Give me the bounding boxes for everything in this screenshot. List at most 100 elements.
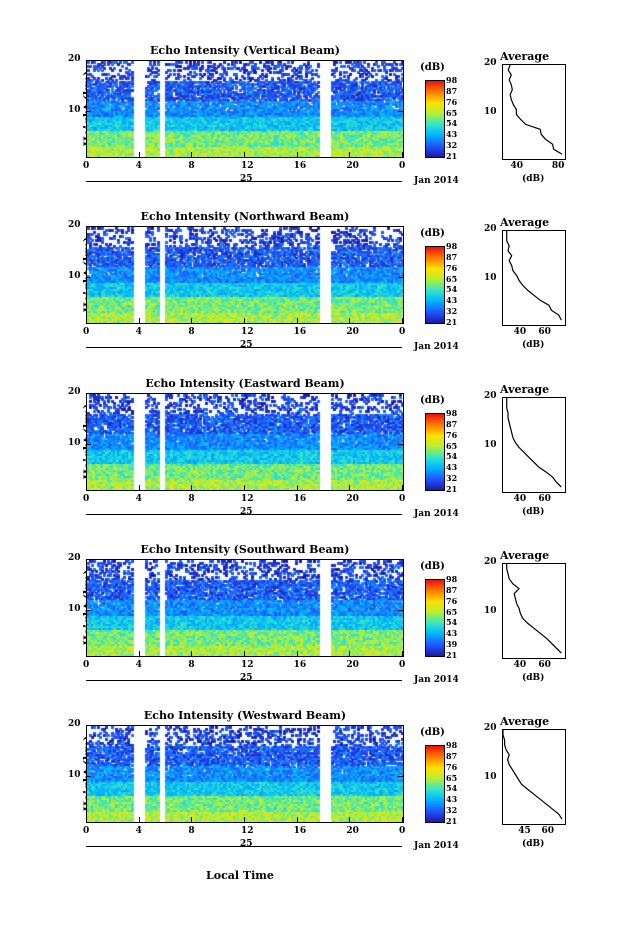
avg-x-tick-label: 60 <box>541 826 555 836</box>
y-tick-mark <box>86 725 91 726</box>
date-month-label: Jan 2014 <box>414 176 459 186</box>
x-tick-label: 8 <box>188 660 195 670</box>
x-tick-label: 0 <box>399 327 406 337</box>
date-month-label: Jan 2014 <box>414 342 459 352</box>
y-tick-mark <box>86 559 91 560</box>
x-tick-label: 20 <box>346 161 359 171</box>
avg-profile-line <box>506 564 562 654</box>
avg-profile-plot <box>502 729 566 825</box>
x-tick-label: 8 <box>188 161 195 171</box>
heatmap-image <box>87 61 403 157</box>
x-tick-mark <box>296 152 298 157</box>
avg-profile-line <box>502 730 563 820</box>
avg-x-axis-label: (dB) <box>522 174 545 184</box>
x-tick-label: 16 <box>293 826 307 836</box>
avg-title: Average <box>500 549 550 562</box>
x-tick-mark <box>244 485 245 490</box>
x-tick-mark <box>138 817 140 822</box>
x-tick-mark <box>138 318 140 323</box>
y-tick-mark <box>398 559 403 560</box>
x-tick-label: 12 <box>241 494 254 504</box>
x-tick-label: 12 <box>241 327 254 337</box>
x-tick-label: 4 <box>135 327 142 337</box>
heatmap-image <box>87 227 403 323</box>
date-bar <box>86 846 402 847</box>
x-tick-mark <box>191 651 193 656</box>
colorbar-tick-label: 21 <box>446 151 458 161</box>
x-tick-mark <box>86 485 87 490</box>
y-tick-mark <box>398 276 403 278</box>
y-tick-label: 10 <box>68 769 81 780</box>
x-tick-mark <box>86 152 87 157</box>
avg-profile-svg <box>506 398 562 488</box>
colorbar-tick-label: 87 <box>446 251 458 262</box>
avg-title: Average <box>500 383 550 396</box>
colorbar-unit: (dB) <box>420 561 445 572</box>
y-tick-label: 10 <box>68 104 81 115</box>
x-tick-label: 20 <box>346 327 359 337</box>
colorbar-tick-label: 98 <box>446 241 458 251</box>
colorbar-unit: (dB) <box>420 228 445 239</box>
date-month-label: Jan 2014 <box>414 675 459 685</box>
x-tick-mark <box>402 817 403 822</box>
x-tick-label: 8 <box>188 327 195 337</box>
x-tick-label: 12 <box>241 660 254 670</box>
avg-y-tick-label: 10 <box>484 772 497 783</box>
date-bar <box>86 181 402 182</box>
colorbar-tick-label: 32 <box>446 306 458 317</box>
colorbar-tick-label: 32 <box>446 473 458 484</box>
colorbar-tick-label: 32 <box>446 805 458 816</box>
x-tick-label: 4 <box>135 660 142 670</box>
avg-y-tick-label: 20 <box>484 557 497 567</box>
x-tick-mark <box>296 318 298 323</box>
x-tick-mark <box>402 318 403 323</box>
x-tick-label: 4 <box>135 161 142 171</box>
colorbar <box>425 579 445 657</box>
chart-title: Echo Intensity (Vertical Beam) <box>149 44 341 57</box>
avg-profile-line <box>507 64 563 155</box>
x-tick-label: 12 <box>241 161 254 171</box>
x-tick-label: 0 <box>83 327 90 337</box>
y-tick-mark <box>398 443 403 445</box>
colorbar <box>425 413 445 491</box>
avg-title: Average <box>500 216 550 229</box>
colorbar-tick-label: 76 <box>446 595 458 606</box>
avg-profile-svg <box>506 231 562 321</box>
chart-panel-1: Echo Intensity (Northward Beam)Height (k… <box>0 210 617 376</box>
avg-x-tick-label: 60 <box>538 660 551 670</box>
y-tick-label: 20 <box>68 54 81 64</box>
avg-profile-svg <box>506 564 562 654</box>
avg-x-tick-label: 60 <box>538 494 551 504</box>
colorbar-tick-label: 32 <box>446 140 458 151</box>
y-tick-mark <box>86 110 91 112</box>
avg-x-axis-label: (dB) <box>522 673 545 683</box>
x-tick-label: 0 <box>83 826 90 836</box>
x-tick-mark <box>402 152 403 157</box>
avg-profile-line <box>506 398 562 488</box>
x-tick-mark <box>138 651 140 656</box>
x-tick-mark <box>191 817 193 822</box>
avg-x-tick-label: 60 <box>538 327 551 337</box>
avg-x-tick-label: 80 <box>551 161 565 171</box>
avg-profile-svg <box>502 730 563 820</box>
x-tick-label: 4 <box>135 494 142 504</box>
avg-y-tick-label: 10 <box>484 440 497 451</box>
avg-y-tick-label: 20 <box>484 391 497 401</box>
colorbar-unit: (dB) <box>420 727 445 738</box>
x-tick-mark <box>86 651 87 656</box>
colorbar-tick-label: 76 <box>446 96 458 107</box>
colorbar-tick-label: 65 <box>446 606 458 617</box>
colorbar-tick-label: 65 <box>446 772 458 783</box>
x-tick-mark <box>244 318 245 323</box>
colorbar-tick-label: 65 <box>446 107 458 118</box>
date-bar <box>86 347 402 348</box>
avg-y-tick-label: 20 <box>484 723 497 733</box>
colorbar <box>425 246 445 324</box>
colorbar-tick-label: 87 <box>446 750 458 761</box>
colorbar-tick-label: 98 <box>446 574 458 584</box>
colorbar-unit: (dB) <box>420 395 445 406</box>
x-tick-mark <box>138 485 140 490</box>
heatmap-plot <box>86 393 404 491</box>
avg-profile-plot <box>502 64 566 160</box>
avg-x-tick-label: 40 <box>510 161 524 171</box>
